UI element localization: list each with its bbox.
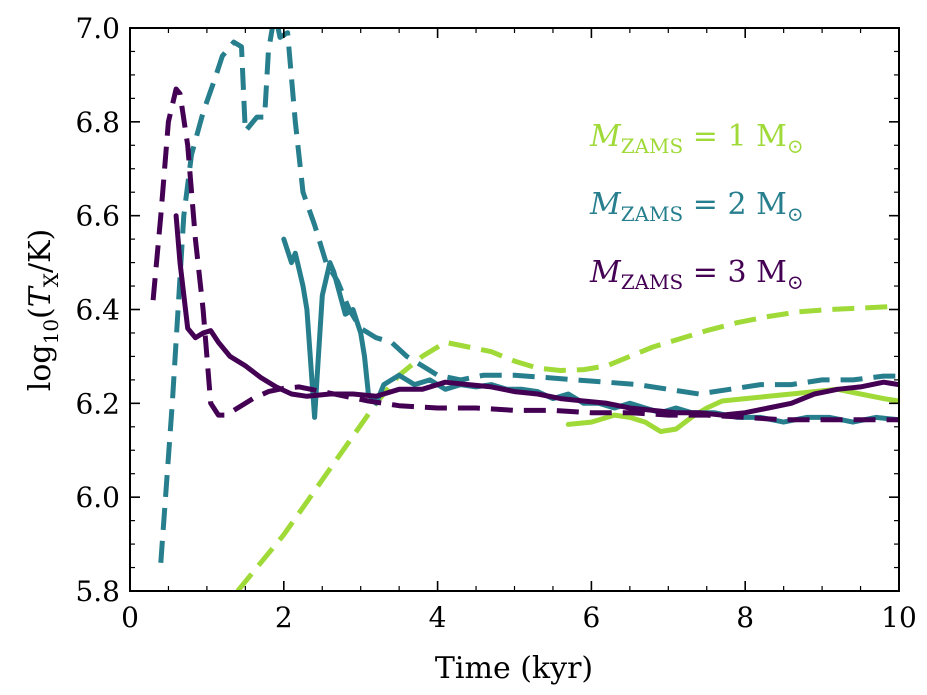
y-tick-label-4: 6.6 — [75, 200, 120, 233]
legend-entry-3-rest: = 3 M — [683, 255, 787, 290]
legend-entry-1-rest: = 1 M — [683, 119, 787, 154]
y-label-prefix: log — [23, 344, 58, 391]
legend-entry-1-var: M — [589, 119, 622, 154]
legend-entry-2-sun: ⊙ — [787, 202, 804, 226]
legend-entry-1: MZAMS = 1 M⊙ — [589, 119, 804, 158]
plot-frame — [129, 27, 900, 592]
y-label-unit: /K) — [23, 229, 58, 273]
y-tick-label-6: 7.0 — [75, 12, 120, 45]
y-tick-label-3: 6.4 — [75, 294, 120, 327]
x-tick-label-1: 2 — [275, 601, 293, 634]
x-tick-label-3: 6 — [582, 601, 600, 634]
x-axis-label: Time (kyr) — [435, 651, 593, 686]
x-tick-label-5: 10 — [881, 601, 917, 634]
y-tick-label-0: 5.8 — [75, 575, 120, 608]
series-layer — [150, 28, 899, 591]
legend-entry-1-sub: ZAMS — [621, 134, 684, 158]
y-axis-label: log10(TX/K) — [23, 229, 63, 392]
x-tick-label-4: 8 — [736, 601, 754, 634]
legend-entry-3-var: M — [589, 255, 622, 290]
series-line-1 — [235, 303, 899, 591]
x-tick-label-2: 4 — [429, 601, 447, 634]
y-tick-label-2: 6.2 — [75, 387, 120, 420]
x-tick-label-0: 0 — [121, 601, 139, 634]
y-label-subscript: 10 — [39, 319, 63, 344]
legend-entry-3: MZAMS = 3 M⊙ — [589, 255, 804, 294]
y-label-variable: T — [23, 285, 58, 307]
y-label-open-paren: ( — [23, 307, 58, 319]
legend-entry-1-sun: ⊙ — [787, 134, 804, 158]
y-tick-label-5: 6.8 — [75, 106, 120, 139]
label-layer: 0 2 4 6 8 10 5.8 6.0 6.2 6.4 6.6 6.8 7.0 — [75, 12, 916, 634]
legend-entry-3-sub: ZAMS — [621, 270, 684, 294]
legend-entry-3-sun: ⊙ — [787, 270, 804, 294]
legend-entry-2-var: M — [589, 187, 622, 222]
legend-entry-2-sub: ZAMS — [621, 202, 684, 226]
legend: MZAMS = 1 M⊙ MZAMS = 2 M⊙ MZAMS = 3 M⊙ — [589, 119, 804, 294]
y-label-variable-subscript: X — [39, 272, 63, 287]
y-tick-label-1: 6.0 — [75, 481, 120, 514]
legend-entry-2: MZAMS = 2 M⊙ — [589, 187, 804, 226]
series-line-6 — [173, 213, 899, 418]
legend-entry-2-rest: = 2 M — [683, 187, 787, 222]
